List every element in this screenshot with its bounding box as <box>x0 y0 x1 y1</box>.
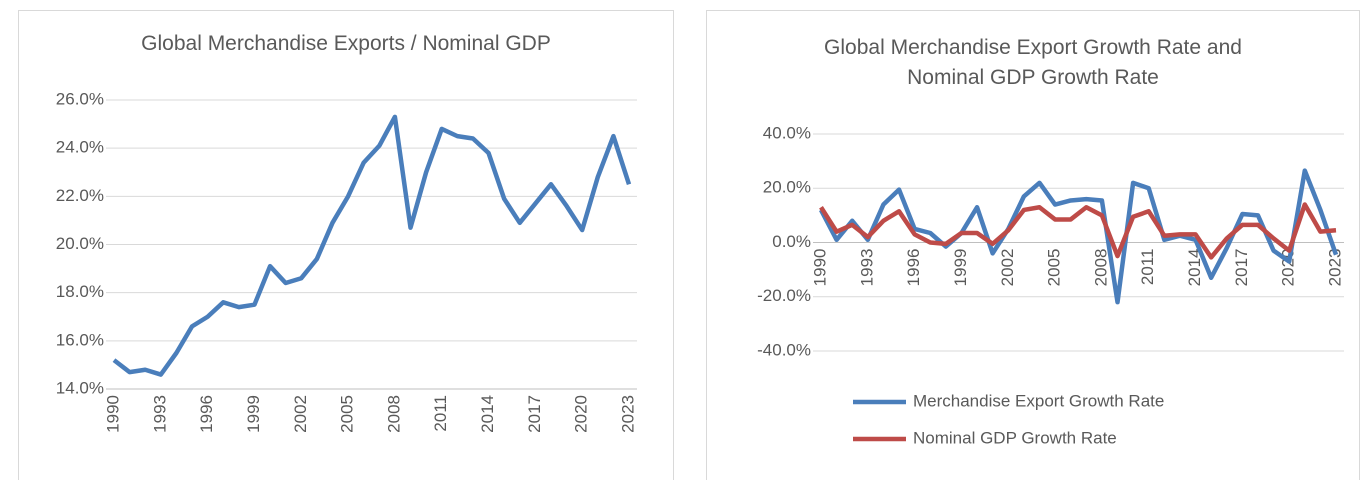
x-tick-label: 2017 <box>525 395 544 433</box>
page: {"chart_data": [ {"type": "line", "title… <box>18 10 1360 480</box>
x-tick-label: 1993 <box>150 395 169 433</box>
chart-title: Global Merchandise Exports / Nominal GDP <box>141 32 551 55</box>
x-tick-label: 2005 <box>1045 249 1064 287</box>
legend-label: Nominal GDP Growth Rate <box>913 428 1117 447</box>
x-tick-label: 2008 <box>384 395 403 433</box>
x-tick-label: 1996 <box>197 395 216 433</box>
x-tick-label: 1996 <box>904 249 923 287</box>
x-tick-label: 2017 <box>1232 249 1251 287</box>
data-line <box>819 202 1337 260</box>
chart-panel: Global Merchandise Export Growth Rate an… <box>706 10 1360 480</box>
chart-panel: Global Merchandise Exports / Nominal GDP… <box>18 10 674 480</box>
x-tick-label: 2023 <box>618 395 637 433</box>
y-tick-label: -20.0% <box>757 286 811 305</box>
legend-label: Merchandise Export Growth Rate <box>913 391 1164 410</box>
y-tick-label: -40.0% <box>757 340 811 359</box>
y-tick-label: 14.0% <box>56 378 104 397</box>
y-tick-label: 20.0% <box>763 178 811 197</box>
data-line <box>819 168 1339 305</box>
x-tick-label: 2005 <box>338 395 357 433</box>
x-tick-label: 2014 <box>478 395 497 433</box>
y-tick-label: 26.0% <box>56 89 104 108</box>
x-tick-label: 2020 <box>572 395 591 433</box>
x-tick-label: 1993 <box>857 249 876 287</box>
y-tick-label: 16.0% <box>56 330 104 349</box>
y-tick-label: 40.0% <box>763 123 811 142</box>
x-tick-label: 2002 <box>998 249 1017 287</box>
data-line <box>112 114 632 377</box>
y-tick-label: 20.0% <box>56 234 104 253</box>
chart-title: Global Merchandise Export Growth Rate an… <box>824 36 1242 89</box>
x-tick-label: 2011 <box>431 395 450 432</box>
x-tick-label: 2011 <box>1138 249 1157 286</box>
x-tick-label: 1999 <box>951 248 970 286</box>
x-tick-label: 1990 <box>810 249 829 287</box>
x-tick-label: 2014 <box>1185 248 1204 286</box>
y-tick-label: 0.0% <box>772 232 811 251</box>
x-tick-label: 1999 <box>244 395 263 433</box>
x-tick-label: 2023 <box>1325 249 1344 287</box>
x-tick-label: 2008 <box>1091 249 1110 287</box>
y-tick-label: 24.0% <box>56 138 104 157</box>
chart: 14.0% 16.0% 18.0% 20.0% 22.0% 24.0% 26.0% 1990 1… <box>56 89 638 433</box>
x-tick-label: 1990 <box>103 395 122 433</box>
y-tick-label: 22.0% <box>56 186 104 205</box>
chart: -40.0% -20.0% 0.0% 20.0% 40.0% 1990 1993 1996 19… <box>757 123 1344 447</box>
y-tick-label: 18.0% <box>56 282 104 301</box>
x-tick-label: 2002 <box>291 395 310 433</box>
